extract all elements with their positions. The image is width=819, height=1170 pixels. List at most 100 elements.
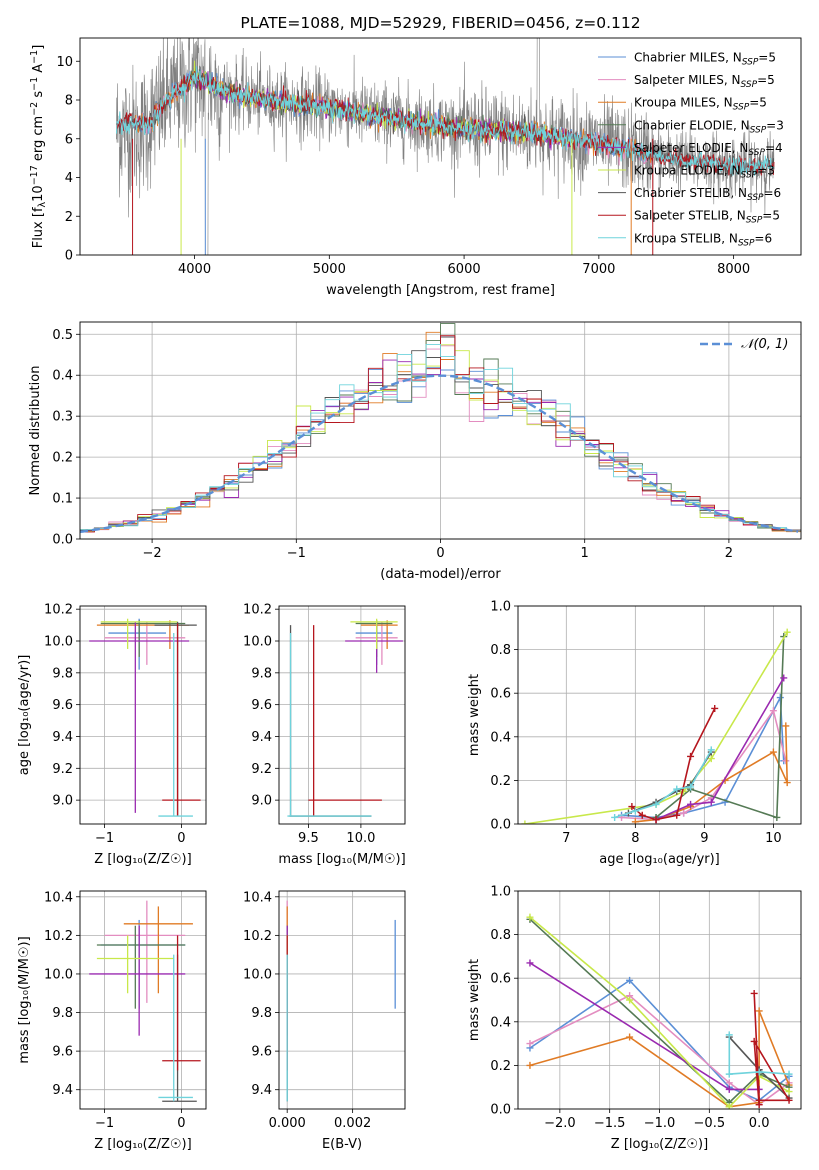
residuals-panel: −2 −1 0 1 2 0.0 0.1 0.2 0.3 0.4 0.5 (data-model)/er… [28,321,802,582]
weight-point [626,1033,634,1041]
x-tick-label: −1.5 [594,1116,626,1131]
errorbar-chabrier-elodie [100,620,186,657]
y-tick-label: 9.2 [52,762,73,777]
x-axis-label: mass [log₁₀(M/M☉)] [278,852,405,867]
weight-point [673,785,681,793]
weight-point [755,1007,763,1015]
legend-label: Salpeter ELODIE, NSSP=4 [634,141,783,158]
weight-line [529,918,790,1104]
x-tick-label: −2 [143,546,162,561]
errorbar-chabrier-miles [100,919,186,1009]
age-vs-Z-panel: −1 0 9.0 9.2 9.4 9.6 9.8 10.0 10.2 Z [log₁₀(Z/Z☉)… [17,603,207,867]
y-tick-label: 0 [65,249,73,264]
weight-series-salpeter-elodie [652,674,788,824]
y-tick-label: 9.6 [52,1045,73,1060]
weight-point [687,752,695,760]
x-tick-label: −1 [287,546,306,561]
axes-frame [79,321,802,540]
y-tick-label: 10.2 [243,929,272,944]
y-tick-label: 10.4 [44,890,73,905]
errorbar-kroupa-stelib [158,954,193,1102]
spectrum-panel: PLATE=1088, MJD=52929, FIBERID=0456, z=0… [29,14,802,298]
weight-point [725,1079,733,1087]
model-spectrum-kroupa-stelib [115,66,775,176]
y-tick-label: 0.2 [52,451,73,466]
weight-vs-Z-panel: −2.0 −1.5 −1.0 −0.5 0.0 0.0 0.2 0.4 0.6 0.8 1.0 Z [… [467,885,802,1152]
weight-series-kroupa-stelib [725,1031,793,1078]
weight-point [673,811,681,819]
y-tick-label: 9.0 [52,794,73,809]
x-axis-label: Z [log₁₀(Z/Z☉)] [611,1137,708,1152]
weight-line [524,631,788,824]
x-axis-label: E(B-V) [322,1137,362,1152]
x-tick-label: 5000 [313,262,346,277]
errorbar-salpeter-stelib [162,935,201,1071]
x-tick-label: −2.0 [544,1116,576,1131]
weight-point [526,1040,534,1048]
errorbar-chabrier-elodie [96,925,186,1009]
y-tick-label: 0.3 [52,410,73,425]
y-axis-label: mass weight [467,674,482,756]
x-tick-label: −1.0 [644,1116,676,1131]
weight-point [707,746,715,754]
weight-line [631,708,716,821]
y-tick-label: 0.4 [490,730,511,745]
weight-point [725,1070,733,1078]
y-tick-label: 9.4 [251,1083,272,1098]
x-axis-label: Z [log₁₀(Z/Z☉)] [94,852,191,867]
weight-point [521,820,529,824]
y-tick-label: 8 [65,94,73,109]
y-tick-label: 9.6 [251,1045,272,1060]
x-tick-label: 0.0 [749,1116,770,1131]
spectrum-legend: Chabrier MILES, NSSP=5 Salpeter MILES, NS… [598,51,784,248]
legend-label: Salpeter MILES, NSSP=5 [634,73,775,90]
weight-point [785,1070,793,1078]
x-tick-label: 2 [725,546,733,561]
y-tick-label: 9.8 [52,1006,73,1021]
y-tick-label: 9.6 [251,698,272,713]
age-vs-mass-panel: 9.5 10.0 9.0 9.2 9.4 9.6 9.8 10.0 10.2 mass [log₁… [243,603,406,867]
weight-series-salpeter-stelib [750,989,793,1109]
x-tick-label: 1 [581,546,589,561]
errorbar-kroupa-elodie [96,935,174,994]
weight-point [631,807,639,815]
y-axis-label: Normed distribution [28,366,43,496]
weight-point [626,996,634,1004]
x-tick-label: 7000 [582,262,615,277]
legend-label: Kroupa STELIB, NSSP=6 [634,231,772,248]
errorbar-salpeter-miles [104,621,186,665]
y-tick-label: 0.0 [490,1103,511,1118]
legend-label: Chabrier ELODIE, NSSP=3 [634,118,784,135]
y-tick-label: 10.0 [243,967,272,982]
errorbar-salpeter-elodie [345,621,403,673]
y-tick-label: 4 [65,171,73,186]
weight-series-kroupa-elodie [521,628,791,824]
weight-point [711,704,719,712]
weight-line [655,677,785,821]
y-tick-label: 9.8 [52,666,73,681]
x-tick-label: 9 [700,831,708,846]
x-tick-label: −1 [95,831,114,846]
residual-histogram-kroupa-stelib [80,343,801,532]
weight-point [687,800,695,808]
weight-line [655,636,785,819]
weight-line [529,1010,790,1108]
weight-series-salpeter-stelib [628,704,719,824]
x-tick-label: 0.000 [269,1116,306,1131]
legend-label: Chabrier STELIB, NSSP=6 [634,186,781,203]
spectrum-title: PLATE=1088, MJD=52929, FIBERID=0456, z=0… [240,14,640,32]
y-tick-label: 0.5 [52,328,73,343]
x-tick-label: 8000 [717,262,750,277]
x-tick-label: 4000 [178,262,211,277]
x-tick-label: 0 [177,831,185,846]
y-tick-label: 9.4 [52,1083,73,1098]
y-tick-label: 9.2 [251,762,272,777]
x-tick-label: 8 [631,831,639,846]
weight-point [611,813,619,821]
y-tick-label: 9.8 [251,1006,272,1021]
weight-line [621,694,785,819]
axes-frame [517,890,802,1110]
weight-point [725,1103,733,1109]
y-tick-label: 10.2 [44,929,73,944]
weight-series-kroupa-miles [631,722,791,824]
